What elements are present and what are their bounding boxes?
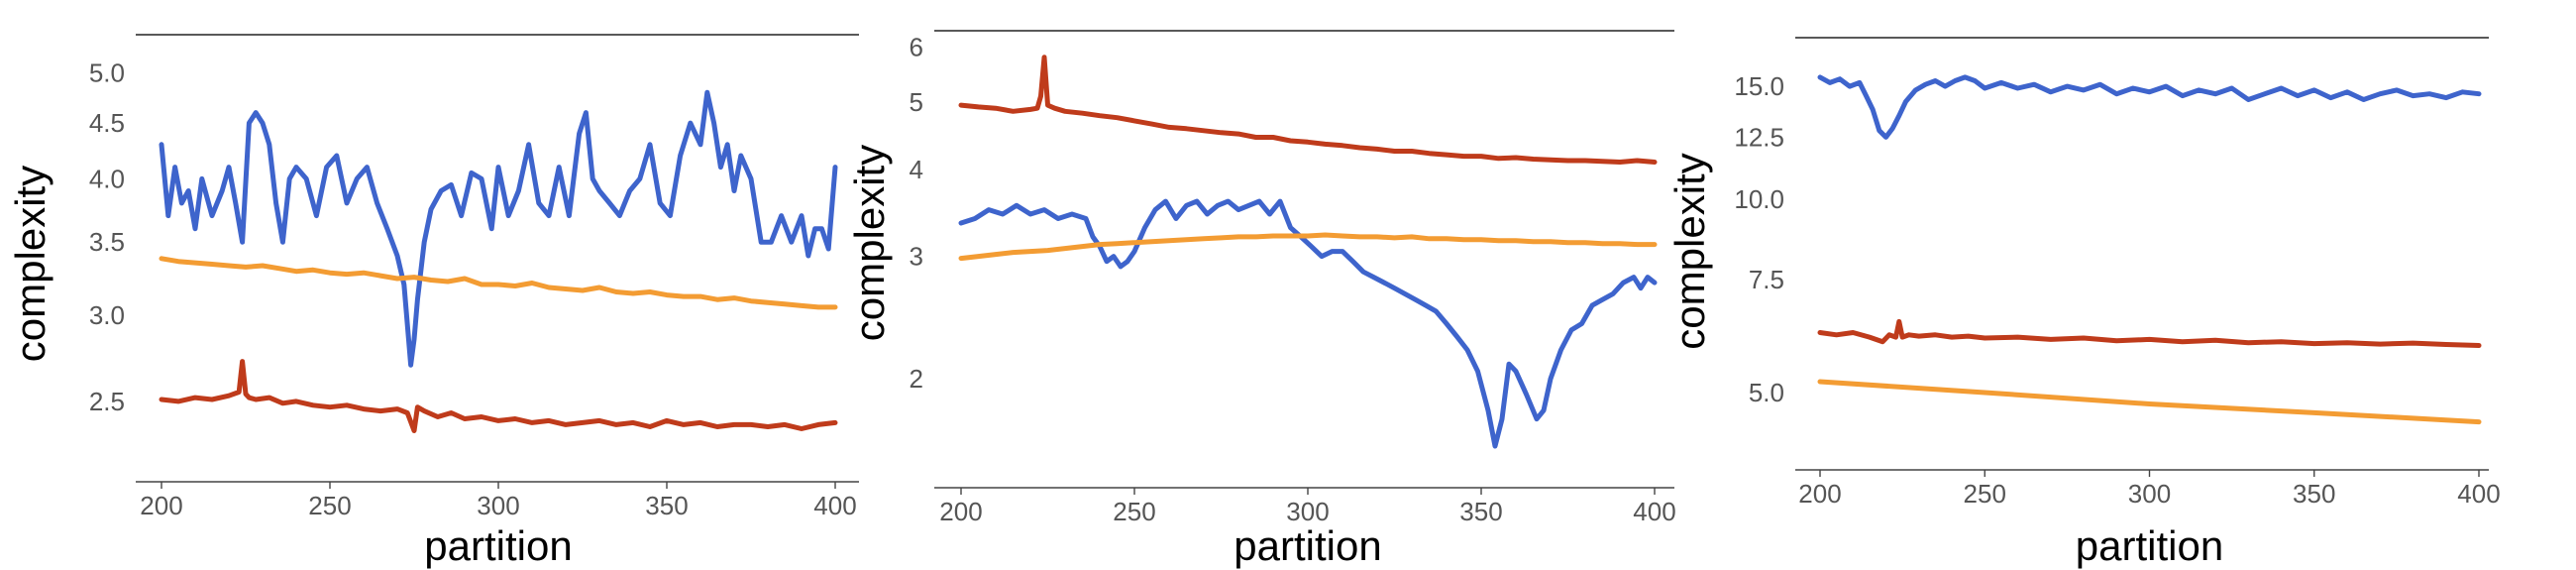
y-tick-label: 5.0 [89, 58, 125, 88]
x-tick-label: 400 [1633, 497, 1675, 526]
x-tick-label: 300 [2128, 479, 2171, 509]
x-axis-title: partition [1234, 522, 1381, 569]
chart-panel-1: 200 250 300 350 400 2.5 3.0 3.5 4.0 4.5 5.0 partiti… [7, 34, 859, 569]
y-tick-label: 5.0 [1749, 378, 1784, 407]
y-tick-label: 3.0 [89, 300, 125, 330]
y-tick-label: 2 [910, 364, 923, 394]
x-tick-label: 250 [1964, 479, 2006, 509]
series-line-1 [1817, 74, 2482, 140]
y-axis-title: complexity [7, 166, 54, 362]
x-axis-title: partition [424, 522, 572, 569]
x-tick-label: 400 [813, 491, 856, 520]
series-line-2 [1817, 379, 2482, 425]
series-line-2 [958, 232, 1658, 262]
y-axis-title: complexity [846, 145, 893, 341]
series-line-3 [958, 55, 1658, 165]
series-line-3 [1817, 318, 2482, 348]
y-tick-label: 10.0 [1734, 184, 1784, 214]
x-tick-label: 350 [2293, 479, 2335, 509]
x-tick-label: 250 [1113, 497, 1155, 526]
series-line-2 [159, 256, 838, 310]
x-tick-label: 350 [645, 491, 688, 520]
x-tick-label: 400 [2457, 479, 2500, 509]
series-line-3 [159, 359, 838, 433]
y-tick-label: 4.0 [89, 164, 125, 193]
y-tick-label: 3.5 [89, 227, 125, 257]
y-tick-label: 6 [910, 33, 923, 62]
x-tick-label: 200 [939, 497, 982, 526]
series-line-1 [958, 198, 1658, 449]
x-tick-label: 200 [1798, 479, 1841, 509]
x-tick-label: 300 [477, 491, 519, 520]
x-tick-label: 300 [1286, 497, 1329, 526]
y-tick-label: 12.5 [1734, 122, 1784, 152]
chart-panel-2: 200 250 300 350 400 2 3 4 5 6 partition complexity [846, 30, 1676, 569]
y-tick-label: 3 [910, 242, 923, 272]
y-axis-title: complexity [1666, 153, 1713, 349]
y-tick-label: 15.0 [1734, 71, 1784, 101]
x-tick-label: 200 [140, 491, 182, 520]
x-tick-label: 250 [308, 491, 351, 520]
y-tick-label: 2.5 [89, 387, 125, 416]
y-tick-label: 4 [910, 155, 923, 184]
series-line-1 [159, 89, 838, 368]
x-axis-title: partition [2076, 522, 2223, 569]
y-tick-label: 5 [910, 87, 923, 117]
chart-panel-3: 200 250 300 350 400 5.0 7.5 10.0 12.5 15.0 partiti… [1666, 37, 2501, 569]
x-tick-label: 350 [1459, 497, 1502, 526]
y-tick-label: 4.5 [89, 108, 125, 138]
y-tick-label: 7.5 [1749, 265, 1784, 294]
